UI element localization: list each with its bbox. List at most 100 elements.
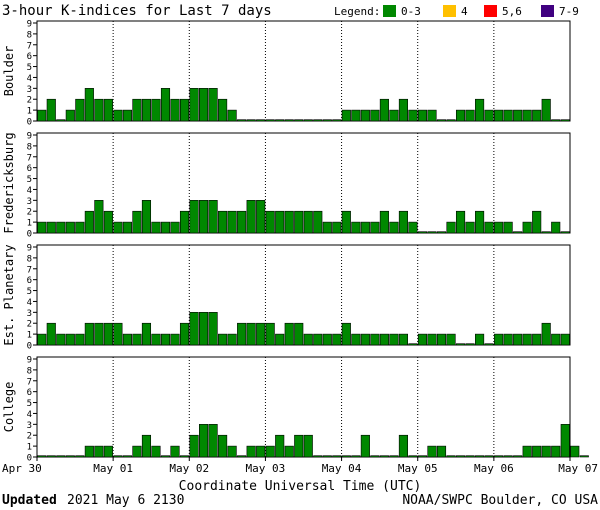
y-tick-label: 3 <box>27 197 32 207</box>
k-bar <box>370 455 380 458</box>
k-bar <box>360 333 370 346</box>
k-bar <box>513 455 523 458</box>
k-bar <box>37 333 47 346</box>
k-bar <box>389 455 399 458</box>
k-bar <box>179 322 190 346</box>
k-bar <box>256 200 266 234</box>
y-tick-label: 7 <box>27 377 32 387</box>
k-bar <box>351 109 361 122</box>
k-bar <box>84 210 94 234</box>
k-bar <box>75 221 85 234</box>
k-bar <box>475 333 485 346</box>
updated-label: Updated <box>2 493 57 508</box>
k-bar <box>303 434 313 458</box>
k-bar <box>256 119 266 122</box>
x-tick-label: May 01 <box>93 462 133 475</box>
k-bar <box>132 98 142 122</box>
k-bar <box>275 119 285 122</box>
k-bar <box>237 210 247 234</box>
k-bar <box>494 221 504 234</box>
k-bar <box>503 109 513 122</box>
y-tick-label: 2 <box>27 96 32 106</box>
legend-entry-2: 5,6 <box>502 5 522 18</box>
k-bar <box>370 109 380 122</box>
k-bar <box>218 210 228 234</box>
k-bar <box>408 109 418 122</box>
k-bar <box>160 88 171 122</box>
k-bar <box>275 210 285 234</box>
k-bar <box>160 333 171 346</box>
k-bar <box>237 119 247 122</box>
k-bar <box>179 98 190 122</box>
k-bar <box>122 455 132 458</box>
k-bar <box>341 455 351 458</box>
k-bar <box>532 109 542 122</box>
k-bar <box>484 455 494 458</box>
k-bar <box>560 424 570 458</box>
k-bar <box>446 333 456 346</box>
k-bar <box>179 210 190 234</box>
k-bar <box>237 455 247 458</box>
y-tick-label: 0 <box>27 342 32 352</box>
y-tick-label: 4 <box>27 74 32 84</box>
k-bar <box>246 445 256 458</box>
panel-label-1: Fredericksburg <box>2 132 16 233</box>
k-bar <box>275 333 285 346</box>
y-tick-label: 9 <box>27 132 32 142</box>
k-bar <box>351 221 361 234</box>
k-bar <box>427 109 437 122</box>
k-bar <box>227 210 237 234</box>
y-tick-label: 2 <box>27 320 32 330</box>
k-bar <box>284 119 294 122</box>
k-bar <box>256 322 266 346</box>
k-bar <box>465 455 475 458</box>
legend-swatch-1 <box>443 5 456 17</box>
k-bar <box>551 221 561 234</box>
k-bar <box>389 333 399 346</box>
y-tick-label: 7 <box>27 265 32 275</box>
k-bar <box>75 455 85 458</box>
k-bar <box>427 333 437 346</box>
x-tick-label: May 03 <box>246 462 286 475</box>
k-bar <box>75 333 85 346</box>
k-bar <box>341 210 351 234</box>
k-bar <box>303 210 313 234</box>
k-bar <box>475 98 485 122</box>
k-bar <box>465 343 475 346</box>
k-bar <box>360 434 370 458</box>
k-bar <box>56 333 66 346</box>
k-bar <box>151 445 161 458</box>
k-bar <box>275 434 285 458</box>
k-bar <box>408 343 418 346</box>
k-bar <box>113 322 123 346</box>
y-tick-label: 0 <box>27 118 32 128</box>
k-bar <box>227 109 237 122</box>
k-bar <box>84 445 94 458</box>
k-bar <box>94 445 104 458</box>
k-bar <box>551 445 561 458</box>
k-bar <box>37 455 47 458</box>
k-bar <box>189 434 199 458</box>
k-bar <box>208 312 218 346</box>
k-bar <box>379 210 389 234</box>
k-bar <box>446 455 456 458</box>
k-bar <box>37 109 47 122</box>
k-bar <box>227 445 237 458</box>
x-tick-label: May 04 <box>322 462 362 475</box>
panel-frame-2 <box>36 244 571 346</box>
x-tick-label: May 02 <box>169 462 209 475</box>
k-bar <box>94 322 104 346</box>
k-bar <box>579 455 589 458</box>
legend-swatch-2 <box>484 5 497 17</box>
k-bar <box>522 221 532 234</box>
k-bar <box>332 119 342 122</box>
y-tick-label: 6 <box>27 164 32 174</box>
k-bar <box>455 210 466 234</box>
k-bar <box>484 221 494 234</box>
k-bar <box>103 98 113 122</box>
k-bar <box>189 200 199 234</box>
y-tick-label: 3 <box>27 85 32 95</box>
k-bar <box>56 455 66 458</box>
y-tick-label: 6 <box>27 52 32 62</box>
k-bar <box>246 119 256 122</box>
